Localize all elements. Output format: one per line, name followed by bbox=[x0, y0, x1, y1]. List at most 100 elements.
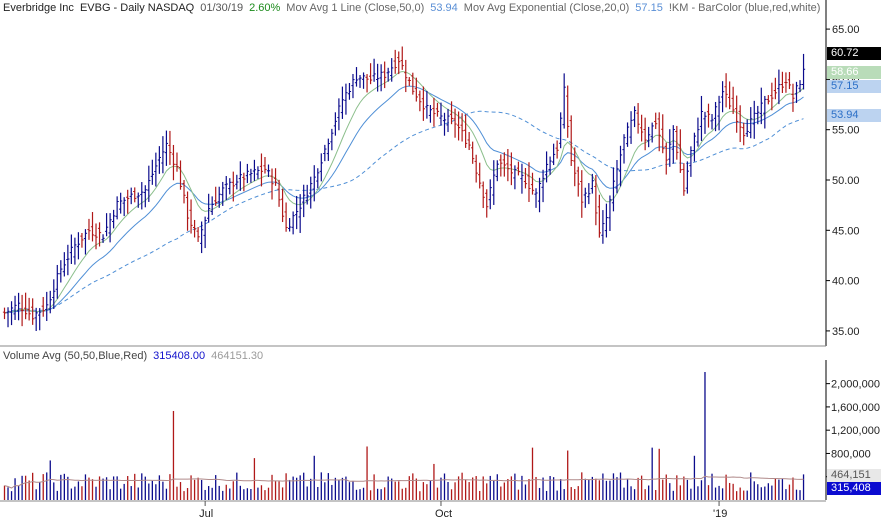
price-bar bbox=[735, 95, 739, 133]
price-bar bbox=[133, 187, 137, 203]
price-bar bbox=[675, 125, 679, 160]
ma2-value: 57.15 bbox=[635, 2, 663, 14]
price-bar bbox=[411, 72, 415, 95]
price-bar bbox=[474, 154, 478, 183]
price-bar bbox=[611, 167, 616, 212]
price-bar bbox=[122, 197, 126, 217]
price-bar bbox=[108, 213, 112, 243]
price-bar bbox=[636, 103, 640, 134]
price-bar bbox=[495, 160, 499, 182]
price-bar bbox=[622, 134, 626, 164]
price-bar bbox=[400, 46, 404, 70]
price-bar bbox=[685, 161, 689, 194]
price-bar bbox=[590, 173, 594, 194]
price-bar bbox=[126, 189, 130, 214]
price-bar bbox=[192, 219, 197, 238]
volume-last-badge: 315,408 bbox=[827, 482, 881, 495]
price-bar bbox=[129, 187, 133, 205]
price-bar bbox=[203, 216, 207, 249]
price-bar bbox=[361, 72, 366, 89]
price-bar bbox=[513, 165, 517, 190]
price-bar bbox=[548, 156, 552, 175]
price-bar bbox=[189, 199, 193, 234]
price-bar bbox=[703, 111, 707, 134]
price-bar bbox=[168, 130, 172, 165]
price-bar bbox=[456, 111, 461, 141]
volume-value-1: 315408.00 bbox=[153, 350, 206, 362]
price-bar bbox=[650, 122, 654, 143]
price-bar bbox=[481, 181, 485, 209]
price-bar bbox=[657, 112, 661, 152]
price-bar bbox=[580, 170, 584, 218]
price-tick-label: 45.00 bbox=[832, 225, 860, 237]
price-bars bbox=[2, 46, 806, 331]
price-bar bbox=[34, 307, 38, 331]
price-bar bbox=[689, 146, 693, 177]
last-price-badge: 60.72 bbox=[827, 47, 881, 60]
volume-avg-badge: 464,151 bbox=[827, 469, 881, 482]
price-bar bbox=[284, 202, 288, 232]
price-bar bbox=[414, 77, 418, 102]
price-bar bbox=[724, 73, 728, 108]
price-bar bbox=[354, 67, 359, 87]
price-bar bbox=[699, 95, 704, 141]
time-tick-label: Jul bbox=[199, 508, 213, 520]
price-bar bbox=[344, 83, 348, 115]
price-bar bbox=[161, 136, 165, 174]
price-bar bbox=[534, 188, 538, 208]
price-bar bbox=[668, 129, 672, 167]
price-bar bbox=[488, 179, 492, 210]
price-bar bbox=[664, 142, 668, 175]
symbol-info: EVBG - Daily NASDAQ bbox=[79, 2, 195, 14]
price-bar bbox=[171, 144, 176, 181]
price-bar bbox=[217, 186, 221, 208]
price-bar bbox=[97, 222, 102, 247]
price-bar bbox=[2, 307, 7, 320]
price-bar bbox=[706, 103, 711, 128]
price-bar bbox=[453, 108, 457, 138]
price-bar bbox=[594, 175, 598, 226]
ma-fast-badge: 58.66 bbox=[827, 66, 881, 79]
price-bar bbox=[309, 176, 313, 209]
price-bar bbox=[80, 233, 84, 248]
price-bar bbox=[280, 188, 285, 223]
price-bar bbox=[520, 163, 524, 194]
price-bar bbox=[101, 234, 105, 243]
ma1-label: Mov Avg 1 Line (Close,50,0) bbox=[286, 2, 425, 14]
price-bar bbox=[38, 308, 42, 331]
header-change: 2.60% bbox=[249, 2, 281, 14]
price-bar bbox=[347, 82, 352, 100]
barcolor-label: !KM - BarColor (blue,red,white) bbox=[668, 2, 821, 14]
price-bar bbox=[150, 159, 154, 185]
price-bar bbox=[52, 279, 56, 309]
price-bar bbox=[273, 168, 278, 186]
price-bar bbox=[601, 210, 605, 244]
price-bar bbox=[224, 176, 228, 201]
price-bar bbox=[24, 292, 28, 320]
price-bar bbox=[277, 179, 281, 207]
price-bar bbox=[45, 291, 49, 322]
ema20-badge: 57.15 bbox=[827, 80, 881, 93]
price-bar bbox=[270, 168, 274, 200]
price-bar bbox=[119, 192, 123, 214]
price-bar bbox=[238, 161, 242, 191]
price-bar bbox=[661, 114, 665, 154]
price-bar bbox=[266, 164, 271, 178]
volume-tick-label: 1,600,000 bbox=[831, 402, 880, 414]
price-bar bbox=[90, 212, 95, 242]
price-bar bbox=[537, 177, 542, 213]
volume-tick-label: 1,200,000 bbox=[831, 425, 880, 437]
price-bar bbox=[541, 169, 545, 203]
price-bar bbox=[446, 108, 450, 133]
price-bar bbox=[69, 234, 73, 265]
price-bar bbox=[643, 117, 647, 151]
price-bar bbox=[368, 63, 373, 85]
ma50-badge: 53.94 bbox=[827, 109, 881, 122]
price-bar bbox=[242, 172, 246, 192]
price-bar bbox=[625, 122, 630, 147]
price-bar bbox=[425, 90, 429, 119]
price-bar bbox=[435, 102, 440, 117]
volume-tick-label: 800,000 bbox=[831, 448, 871, 460]
